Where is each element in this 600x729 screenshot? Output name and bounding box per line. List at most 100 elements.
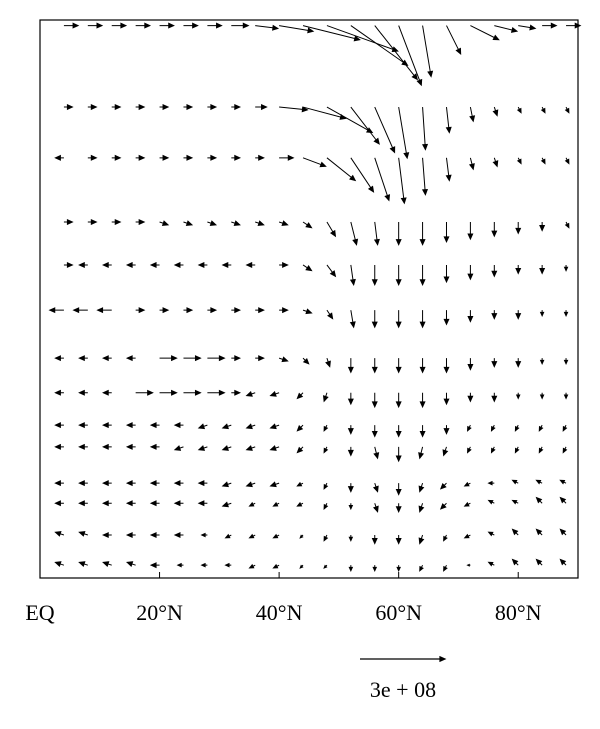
vector-arrow	[135, 104, 146, 111]
vector-arrow	[278, 220, 289, 226]
vector-arrow	[96, 307, 112, 314]
vector-arrow	[467, 424, 472, 432]
vector-arrow	[467, 358, 474, 371]
vector-arrow	[125, 443, 136, 450]
vector-arrow	[564, 221, 570, 229]
vector-arrow	[87, 22, 104, 29]
vector-arrow	[299, 564, 304, 569]
vector-arrow	[372, 482, 379, 493]
vector-arrow	[395, 221, 402, 246]
vector-arrow	[231, 104, 242, 111]
vector-arrow	[197, 261, 208, 268]
vector-arrow	[87, 218, 98, 226]
vector-arrow	[231, 307, 242, 314]
vector-arrow	[207, 220, 218, 226]
vector-arrow	[63, 218, 74, 226]
vector-arrow	[221, 423, 232, 430]
vector-arrow	[176, 562, 184, 568]
vector-arrow	[419, 564, 424, 572]
vector-arrow	[54, 422, 64, 429]
vector-arrow	[469, 106, 476, 123]
vector-arrow	[467, 310, 474, 323]
vector-arrow	[102, 532, 112, 539]
vector-arrow	[487, 499, 495, 505]
vector-arrow	[54, 389, 64, 396]
vector-arrow	[442, 446, 449, 457]
vector-arrow	[326, 309, 334, 320]
vector-arrow	[248, 501, 256, 507]
vector-arrow	[302, 264, 313, 272]
vector-arrow	[279, 261, 289, 268]
vector-arrow	[348, 565, 354, 573]
vector-arrow	[197, 480, 208, 487]
vector-arrow	[323, 564, 328, 569]
vector-arrow	[125, 480, 136, 487]
vector-arrow	[323, 482, 329, 490]
vector-arrow	[63, 104, 74, 111]
vector-arrow	[102, 261, 112, 268]
vector-arrow	[248, 533, 256, 539]
vector-arrow	[395, 446, 402, 463]
vector-arrow	[173, 500, 184, 507]
vector-arrow	[419, 392, 426, 409]
vector-arrow	[325, 357, 331, 368]
vector-arrow	[231, 22, 250, 29]
vector-arrow	[466, 563, 471, 567]
vector-arrow	[125, 422, 136, 429]
vector-arrow	[302, 157, 327, 168]
vector-arrow	[398, 157, 407, 205]
vector-arrow	[492, 157, 499, 168]
vector-arrow	[373, 446, 380, 460]
vector-arrow	[491, 392, 498, 403]
vector-arrow	[422, 25, 434, 78]
vector-arrow	[326, 221, 337, 238]
vector-arrow	[371, 264, 378, 287]
vector-arrow	[231, 154, 242, 161]
vector-arrow	[559, 479, 567, 485]
vector-arrow	[326, 157, 357, 182]
vector-arrow	[538, 446, 544, 454]
vector-arrow	[515, 221, 522, 235]
vector-arrow	[54, 154, 64, 161]
vector-arrow	[323, 446, 329, 454]
vector-arrow	[535, 479, 543, 485]
vector-arrow	[374, 157, 391, 202]
vector-arrow	[149, 500, 160, 507]
vector-arrow	[125, 500, 136, 507]
vector-arrow	[487, 531, 495, 537]
vector-arrow	[135, 389, 154, 396]
vector-arrow	[183, 104, 194, 111]
vector-arrow	[514, 424, 520, 432]
vector-arrow	[515, 310, 522, 320]
vector-arrow	[419, 264, 426, 287]
vector-arrow	[468, 157, 475, 171]
x-tick-label: 80°N	[495, 600, 542, 625]
vector-arrow	[54, 480, 64, 487]
vector-arrow	[302, 308, 313, 315]
vector-arrow	[487, 561, 495, 567]
vector-arrow	[102, 500, 112, 507]
vector-arrow	[197, 445, 208, 451]
vector-arrow	[231, 220, 241, 226]
vector-arrow	[224, 562, 232, 568]
vector-arrow	[418, 482, 425, 493]
vector-arrow	[467, 221, 474, 241]
vector-arrow	[395, 535, 402, 545]
vector-arrow	[421, 157, 429, 196]
vector-arrow	[322, 392, 329, 403]
vector-arrow	[135, 22, 152, 29]
vector-arrow	[54, 500, 64, 507]
vector-arrow	[445, 157, 452, 182]
vector-arrow	[463, 501, 471, 507]
vector-arrow	[245, 261, 256, 268]
vector-arrow	[395, 503, 402, 513]
vector-arrow	[516, 106, 522, 114]
vector-arrow	[173, 480, 184, 487]
vector-arrow	[173, 445, 184, 451]
vector-arrow	[418, 446, 425, 460]
vector-arrow	[349, 264, 356, 287]
vector-arrow	[54, 561, 65, 567]
vector-arrow	[149, 422, 160, 429]
vector-arrow	[296, 392, 304, 400]
vector-arrow	[443, 358, 450, 374]
